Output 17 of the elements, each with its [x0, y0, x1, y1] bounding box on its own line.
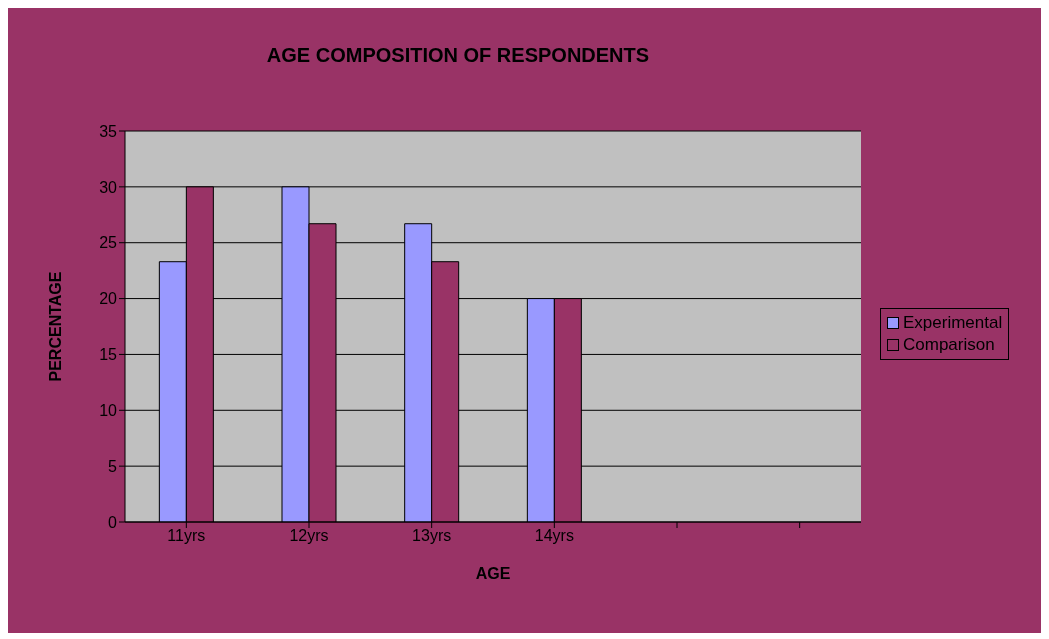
y-tick-label: 20: [99, 290, 118, 308]
y-tick-label: 35: [99, 122, 118, 140]
y-tick-label: 15: [99, 346, 118, 364]
y-tick-label: 10: [99, 401, 118, 419]
x-tick-label: 11yrs: [167, 527, 206, 545]
y-tick-label: 0: [108, 513, 118, 531]
legend-label: Experimental: [903, 313, 1003, 333]
chart-title: AGE COMPOSITION OF RESPONDENTS: [265, 44, 651, 67]
y-tick-label: 5: [108, 457, 118, 475]
x-tick-label: 13yrs: [412, 527, 452, 545]
x-tick-label: 12yrs: [289, 527, 329, 545]
y-tick-label: 25: [99, 234, 118, 252]
x-tick-label: 14yrs: [534, 527, 574, 545]
y-tick-label: 30: [99, 178, 118, 196]
x-axis-title: AGE: [475, 565, 511, 582]
y-axis-title: PERCENTAGE: [46, 271, 64, 382]
legend-label: Comparison: [903, 335, 995, 355]
